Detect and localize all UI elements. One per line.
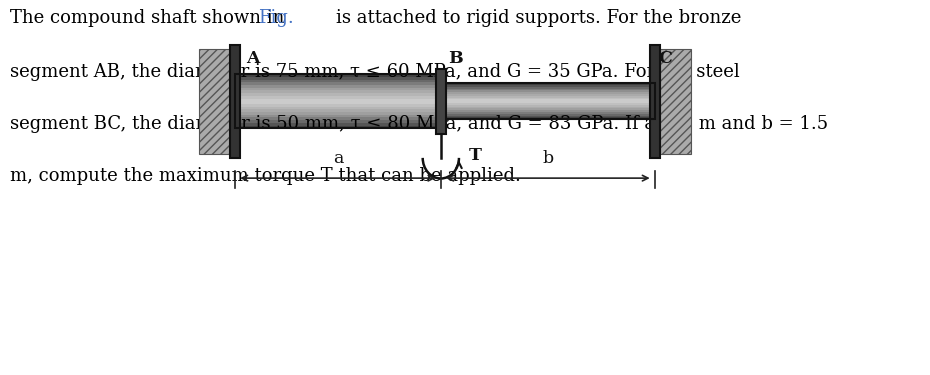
Bar <box>441 83 655 119</box>
Bar <box>235 123 441 126</box>
Text: b: b <box>542 150 553 167</box>
Bar <box>235 74 441 77</box>
Bar <box>235 126 441 128</box>
Bar <box>235 96 441 99</box>
Bar <box>441 106 655 108</box>
Bar <box>235 120 441 123</box>
Bar <box>235 117 441 120</box>
Bar <box>441 94 655 96</box>
Bar <box>235 77 441 80</box>
Bar <box>441 108 655 110</box>
Bar <box>441 85 655 87</box>
Text: a: a <box>333 150 343 167</box>
Bar <box>436 69 445 134</box>
Bar <box>441 110 655 112</box>
Bar <box>441 116 655 117</box>
Bar <box>235 93 441 96</box>
Bar <box>235 110 441 112</box>
Bar <box>441 99 655 101</box>
Bar <box>230 45 240 158</box>
Bar <box>235 90 441 93</box>
Text: is attached to rigid supports. For the bronze: is attached to rigid supports. For the b… <box>290 9 741 27</box>
Bar <box>441 105 655 106</box>
Bar <box>235 82 441 85</box>
Text: C: C <box>658 50 672 67</box>
Bar <box>235 101 441 104</box>
Bar <box>235 80 441 82</box>
Bar <box>441 83 655 85</box>
Bar <box>441 96 655 98</box>
Text: B: B <box>448 50 463 67</box>
Bar <box>441 114 655 116</box>
Text: T: T <box>469 147 482 165</box>
Bar <box>235 112 441 115</box>
Text: segment AB, the diameter is 75 mm, τ ≤ 60 MPa, and G = 35 GPa. For the steel: segment AB, the diameter is 75 mm, τ ≤ 6… <box>10 63 739 81</box>
Bar <box>441 117 655 119</box>
Bar <box>441 88 655 90</box>
Bar <box>441 87 655 88</box>
Bar <box>441 90 655 92</box>
Text: segment BC, the diameter is 50 mm, τ ≤ 80 MPa, and G = 83 GPa. If a = 2 m and b : segment BC, the diameter is 50 mm, τ ≤ 8… <box>10 115 828 133</box>
Bar <box>235 88 441 90</box>
Bar <box>650 45 660 158</box>
Bar <box>235 115 441 117</box>
Bar <box>660 49 691 154</box>
Bar <box>235 99 441 101</box>
Bar <box>235 74 441 128</box>
Bar <box>235 104 441 106</box>
Bar <box>441 103 655 105</box>
Bar <box>441 101 655 103</box>
Bar <box>441 98 655 99</box>
Text: Fig.: Fig. <box>259 9 294 27</box>
Text: A: A <box>246 50 259 67</box>
Bar <box>235 106 441 109</box>
Text: m, compute the maximum torque T that can be applied.: m, compute the maximum torque T that can… <box>10 167 521 185</box>
Text: The compound shaft shown in: The compound shaft shown in <box>10 9 290 27</box>
Bar <box>441 112 655 114</box>
Bar <box>199 49 230 154</box>
Bar <box>235 85 441 88</box>
Bar <box>441 92 655 94</box>
